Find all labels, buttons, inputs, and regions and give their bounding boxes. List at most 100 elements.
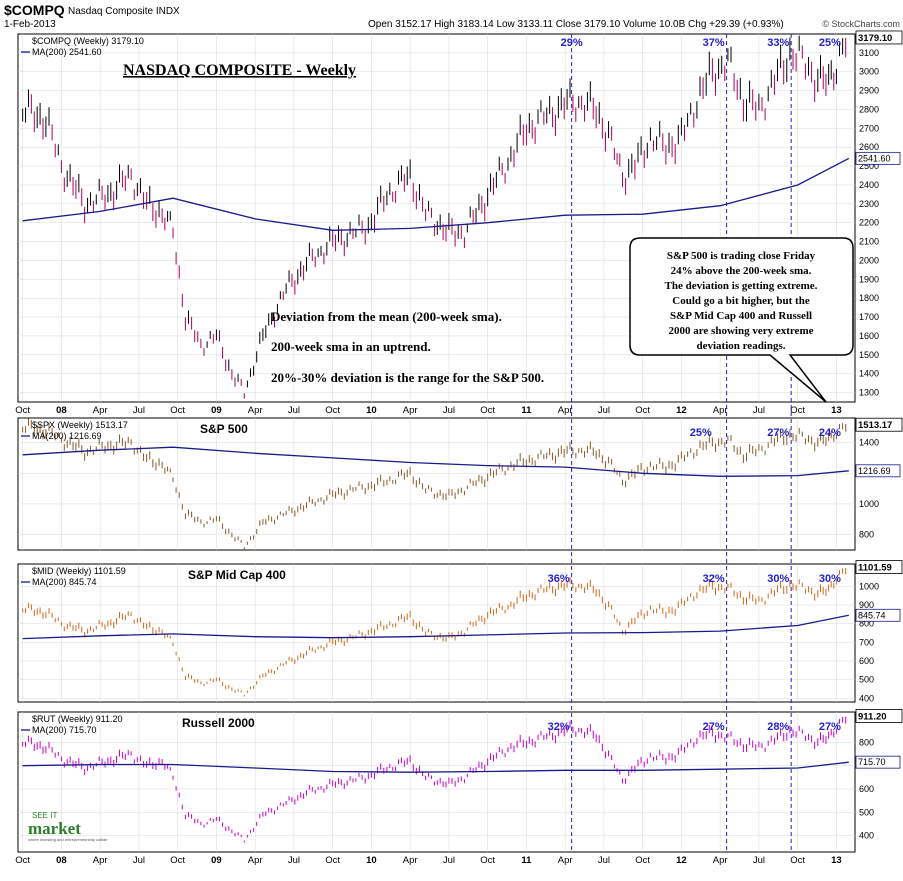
x-tick-label: 10	[366, 855, 377, 866]
x-tick-label: Apr	[248, 405, 263, 416]
y-tick-label: 2200	[859, 218, 879, 228]
deviation-label: 27%	[819, 721, 841, 733]
ma-value-box	[855, 608, 901, 622]
deviation-label: 27%	[767, 427, 789, 439]
x-tick-label: 10	[366, 405, 377, 416]
x-tick-label: Oct	[790, 405, 805, 416]
x-tick-label: Apr	[93, 405, 108, 416]
panel-frame	[17, 417, 856, 551]
ma-200-line	[22, 157, 850, 231]
last-price-label: 1101.59	[858, 563, 892, 574]
x-tick-label: Apr	[403, 405, 418, 416]
ma-200-line	[22, 614, 849, 640]
y-tick-label: 2500	[859, 161, 879, 171]
panel-frame	[17, 563, 856, 703]
deviation-label: 25%	[819, 37, 841, 49]
legend-price: $SPX (Weekly) 1513.17	[32, 420, 128, 430]
x-tick-label: Jul	[443, 855, 455, 866]
legend-ma: MA(200) 2541.60	[32, 47, 102, 57]
x-tick-label: Jul	[753, 855, 765, 866]
y-tick-label: 800	[859, 737, 874, 747]
y-tick-label: 3100	[859, 48, 879, 58]
x-tick-label: 13	[831, 855, 842, 866]
x-tick-label: Apr	[248, 855, 263, 866]
deviation-label: 30%	[819, 573, 841, 585]
y-tick-label: 2000	[859, 255, 879, 265]
x-tick-label: Jul	[598, 405, 610, 416]
y-tick-label: 1700	[859, 312, 879, 322]
callout-line-6: 2000 are showing very extreme	[668, 325, 813, 337]
x-tick-label: 09	[211, 855, 222, 866]
x-tick-label: Apr	[713, 405, 728, 416]
y-tick-label: 1000	[859, 581, 879, 591]
x-tick-label: Oct	[480, 855, 495, 866]
x-tick-label: Jul	[133, 405, 145, 416]
last-price-box	[855, 30, 903, 45]
deviation-label: 36%	[548, 573, 570, 585]
x-tick-label: 08	[56, 855, 67, 866]
y-tick-label: 1500	[859, 350, 879, 360]
last-price-label: 911.20	[858, 711, 887, 722]
x-tick-label: Jul	[288, 855, 300, 866]
ma-value-label: 715.70	[858, 757, 886, 767]
deviation-label: 24%	[819, 427, 841, 439]
x-tick-label: 11	[521, 405, 532, 416]
x-tick-label: 12	[676, 855, 687, 866]
x-tick-label: Oct	[790, 855, 805, 866]
symbol-label: $COMPQ	[4, 2, 65, 18]
legend-price: $COMPQ (Weekly) 3179.10	[32, 36, 144, 46]
legend-price: $RUT (Weekly) 911.20	[32, 714, 123, 724]
x-tick-label: Jul	[598, 855, 610, 866]
panel-title: S&P 500	[200, 422, 248, 436]
y-tick-label: 500	[859, 807, 874, 817]
chart-title: NASDAQ COMPOSITE - Weekly	[123, 62, 356, 79]
y-tick-label: 1000	[859, 499, 879, 509]
y-tick-label: 800	[859, 619, 874, 629]
y-tick-label: 500	[859, 675, 874, 685]
y-tick-label: 400	[859, 693, 874, 703]
x-tick-label: Oct	[635, 855, 650, 866]
x-tick-label: Oct	[15, 405, 30, 416]
y-tick-label: 600	[859, 656, 874, 666]
last-price-box	[855, 417, 903, 432]
x-tick-label: Jul	[443, 405, 455, 416]
last-price-label: 1513.17	[858, 420, 892, 431]
panel-spx: 800100012001400$SPX (Weekly) 1513.17MA(2…	[17, 417, 903, 551]
x-tick-label: Apr	[713, 855, 728, 866]
legend-ma: MA(200) 715.70	[32, 725, 97, 735]
deviation-label: 33%	[767, 37, 789, 49]
x-tick-label: 09	[211, 405, 222, 416]
callout-line-5: S&P Mid Cap 400 and Russell	[670, 310, 812, 322]
legend-price: $MID (Weekly) 1101.59	[32, 566, 126, 576]
panels: 1300 1400 1500 1600 1700 1800 1900 2000 2100 2200…	[15, 30, 903, 866]
deviation-label: 30%	[767, 573, 789, 585]
y-tick-label: 600	[859, 784, 874, 794]
x-tick-label: Jul	[753, 405, 765, 416]
y-tick-label: 2600	[859, 142, 879, 152]
callout-line-2: 24% above the 200-week sma.	[671, 265, 812, 277]
symbol-name: Nasdaq Composite INDX	[68, 6, 180, 17]
x-tick-label: Oct	[325, 405, 340, 416]
callout-line-7: deviation readings.	[696, 340, 785, 352]
ma-200-line	[22, 761, 849, 773]
x-tick-label: Oct	[325, 855, 340, 866]
x-tick-label: Oct	[170, 855, 185, 866]
panel-compq: 1300 1400 1500 1600 1700 1800 1900 2000 2100 2200…	[15, 30, 903, 416]
ma-200-line	[22, 446, 849, 477]
deviation-label: 37%	[703, 37, 725, 49]
deviation-label: 32%	[548, 721, 570, 733]
x-tick-label: Oct	[635, 405, 650, 416]
y-tick-label: 1400	[859, 369, 879, 379]
header-date: 1-Feb-2013	[4, 19, 56, 30]
y-tick-label: 1300	[859, 388, 879, 398]
logo-tagline: where investing and entrepreneurship col…	[28, 837, 108, 842]
x-tick-label: Apr	[403, 855, 418, 866]
site-logo: SEE IT market where investing and entrep…	[28, 811, 108, 842]
y-tick-label: 2100	[859, 237, 879, 247]
panel-frame	[17, 711, 856, 853]
y-tick-label: 2700	[859, 123, 879, 133]
x-tick-label: Jul	[133, 855, 145, 866]
panel-mid: 400 500 600 700 800 900 1000 $MID (Weekly) 1101…	[17, 560, 903, 703]
